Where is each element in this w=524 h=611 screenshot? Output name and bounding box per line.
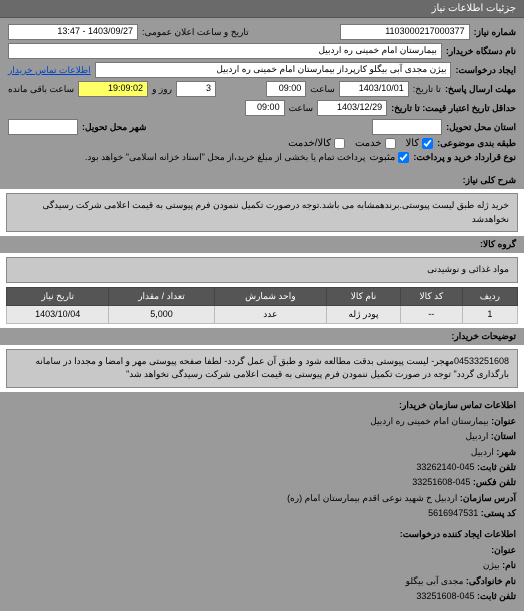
group-section: گروه کالا: — [0, 236, 524, 253]
contact-org: بیمارستان امام خمینی ره اردبیل — [370, 416, 488, 426]
contact-city: اردبیل — [471, 447, 494, 457]
contact-city-label: شهر: — [496, 447, 516, 457]
td-name: پودر ژله — [327, 305, 401, 323]
contact-org-label: عنوان: — [491, 416, 516, 426]
desc-section: شرح کلی نیاز: — [0, 172, 524, 189]
desc-box: خرید ژله طبق لیست پیوستی.برندهمشابه می ب… — [6, 193, 518, 232]
creator-tel-label: تلفن ثابت: — [477, 591, 516, 601]
creator-family: مجدی آبی بیگلو — [406, 576, 464, 586]
days-label: روز و — [152, 84, 172, 95]
contact-tel: 045-33262140 — [416, 462, 474, 472]
remaining-time-field: 19:09:02 — [78, 81, 148, 97]
contact-fax: 045-33251608 — [412, 477, 470, 487]
td-date: 1403/10/04 — [7, 305, 109, 323]
public-date-field[interactable]: 1403/09/27 - 13:47 — [8, 24, 138, 40]
min-date-field[interactable]: 1403/12/29 — [317, 100, 387, 116]
contact-province-label: استان: — [491, 431, 516, 441]
device-name-label: نام دستگاه خریدار: — [446, 46, 516, 57]
buyer-notes-box: 04533251608مهجر- لیست پیوستی بدقت مطالعه… — [6, 349, 518, 388]
panel-header: جزئیات اطلاعات نیاز — [0, 0, 524, 18]
deadline-label: مهلت ارسال پاسخ: — [445, 84, 516, 95]
cat-both-checkbox[interactable]: کالا/خدمت — [288, 138, 345, 149]
desc-text: خرید ژله طبق لیست پیوستی.برندهمشابه می ب… — [42, 200, 509, 224]
th-unit: واحد شمارش — [214, 287, 327, 305]
contract-mosvat-input[interactable] — [398, 152, 409, 163]
th-code: کد کالا — [400, 287, 462, 305]
city-field[interactable] — [8, 119, 78, 135]
days-field[interactable]: 3 — [176, 81, 216, 97]
contract-text: پرداخت تمام یا بخشی از مبلغ خرید،از محل … — [85, 152, 365, 163]
table-header-row: ردیف کد کالا نام کالا واحد شمارش تعداد /… — [7, 287, 518, 305]
desc-label: شرح کلی نیاز: — [463, 175, 516, 185]
contact-postal: 5616947531 — [428, 508, 478, 518]
th-name: نام کالا — [327, 287, 401, 305]
contact-province: اردبیل — [465, 431, 488, 441]
req-number-field[interactable]: 1103000217000377 — [340, 24, 470, 40]
creator-name-label: نام: — [502, 560, 516, 570]
cat-both-label: کالا/خدمت — [288, 138, 331, 149]
category-label: طبقه بندی موضوعی: — [437, 138, 516, 149]
creator-field[interactable]: بیژن مجدی آبی بیگلو کارپرداز بیمارستان ا… — [95, 62, 452, 78]
creator-name: بیژن — [483, 560, 500, 570]
min-date-label: حداقل تاریخ اعتبار قیمت: تا تاریخ: — [391, 103, 516, 114]
contract-type-label: نوع قرارداد خرید و پرداخت: — [413, 152, 516, 163]
cat-goods-label: کالا — [406, 138, 420, 149]
items-table: ردیف کد کالا نام کالا واحد شمارش تعداد /… — [6, 287, 518, 324]
creator-prefix-label: عنوان: — [491, 545, 516, 555]
contact-postal-label: کد پستی: — [481, 508, 516, 518]
device-name-field[interactable]: بیمارستان امام خمینی ره اردبیل — [8, 43, 442, 59]
contract-mosvat-checkbox[interactable]: مثبوت — [369, 152, 409, 163]
creator-tel: 045-33251608 — [416, 591, 474, 601]
public-date-label: تاریخ و ساعت اعلان عمومی: — [142, 27, 249, 38]
td-qty: 5,000 — [109, 305, 214, 323]
time-label-1: ساعت — [310, 84, 335, 95]
req-number-label: شماره نیاز: — [474, 27, 516, 38]
group-box: مواد غذائی و نوشیدنی — [6, 257, 518, 283]
deadline-to-label: تا تاریخ: — [413, 84, 441, 95]
cat-service-input[interactable] — [385, 138, 396, 149]
contact-title: اطلاعات تماس سازمان خریدار: — [8, 398, 516, 412]
contact-address-label: آدرس سازمان: — [460, 493, 516, 503]
th-qty: تعداد / مقدار — [109, 287, 214, 305]
buyer-notes-text: 04533251608مهجر- لیست پیوستی بدقت مطالعه… — [36, 356, 509, 380]
creator-family-label: نام خانوادگی: — [466, 576, 516, 586]
cat-service-label: خدمت — [355, 138, 382, 149]
table-row[interactable]: 1 -- پودر ژله عدد 5,000 1403/10/04 — [7, 305, 518, 323]
contact-fax-label: تلفن فکس: — [473, 477, 516, 487]
th-date: تاریخ نیاز — [7, 287, 109, 305]
th-row: ردیف — [462, 287, 517, 305]
contact-address: اردبیل خ شهید نوعی اقدم بیمارستان امام (… — [287, 493, 457, 503]
td-unit: عدد — [214, 305, 327, 323]
cat-goods-checkbox[interactable]: کالا — [406, 138, 434, 149]
td-code: -- — [400, 305, 462, 323]
buyer-notes-label: توضیحات خریدار: — [451, 331, 516, 341]
province-label: استان محل تحویل: — [446, 122, 516, 133]
cat-goods-input[interactable] — [422, 138, 433, 149]
deadline-date-field[interactable]: 1403/10/01 — [339, 81, 409, 97]
td-row: 1 — [462, 305, 517, 323]
creator-title: اطلاعات ایجاد کننده درخواست: — [8, 527, 516, 541]
province-field[interactable] — [372, 119, 442, 135]
time-label-2: ساعت — [289, 103, 314, 114]
group-label: گروه کالا: — [480, 239, 516, 249]
contract-mosvat-label: مثبوت — [369, 152, 395, 163]
cat-service-checkbox[interactable]: خدمت — [355, 138, 396, 149]
creator-label: ایجاد درخواست: — [455, 65, 516, 76]
cat-both-input[interactable] — [334, 138, 345, 149]
contact-link[interactable]: اطلاعات تماس خریدار — [8, 65, 91, 76]
buyer-notes-section: توضیحات خریدار: — [0, 328, 524, 345]
group-text: مواد غذائی و نوشیدنی — [427, 264, 509, 274]
min-time-field[interactable]: 09:00 — [245, 100, 285, 116]
contact-tel-label: تلفن ثابت: — [477, 462, 516, 472]
panel-title: جزئیات اطلاعات نیاز — [432, 3, 516, 14]
deadline-time-field[interactable]: 09:00 — [266, 81, 306, 97]
contact-info-block: اطلاعات تماس سازمان خریدار: عنوان: بیمار… — [0, 392, 524, 611]
form-area: شماره نیاز: 1103000217000377 تاریخ و ساع… — [0, 18, 524, 172]
city-label: شهر محل تحویل: — [82, 122, 146, 133]
remaining-label: ساعت باقی مانده — [8, 84, 74, 95]
